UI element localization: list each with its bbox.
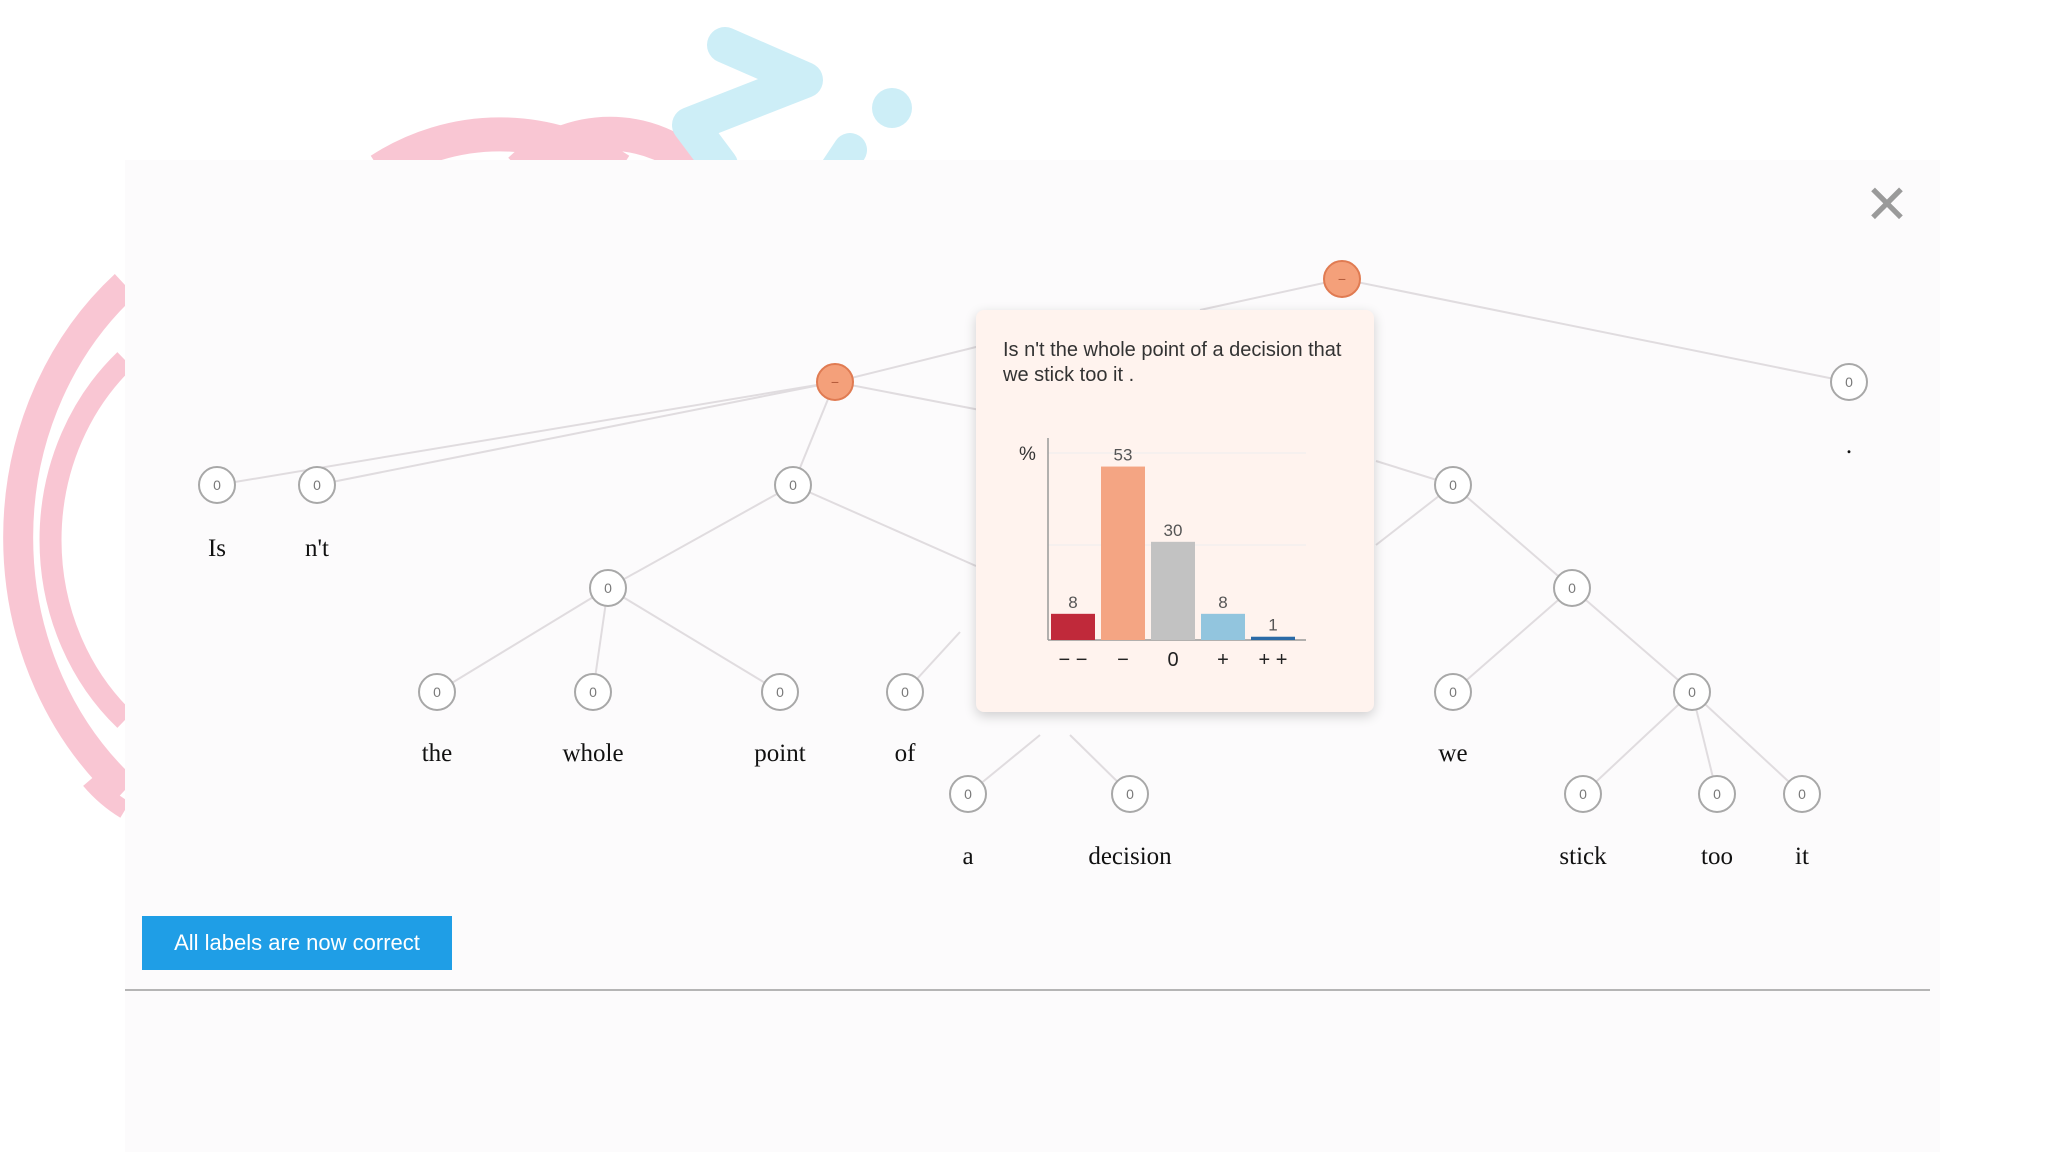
bar-2 — [1151, 541, 1195, 640]
svg-text:0: 0 — [1449, 684, 1457, 700]
svg-text:0: 0 — [313, 477, 321, 493]
svg-text:0: 0 — [1713, 786, 1721, 802]
svg-text:0: 0 — [1449, 477, 1457, 493]
leaf-node-is[interactable]: 0 — [198, 466, 236, 504]
svg-text:0: 0 — [964, 786, 972, 802]
phrase-node-stick-too-it[interactable]: 0 — [1553, 569, 1591, 607]
bar-1 — [1101, 466, 1145, 640]
word-nt: n't — [305, 535, 329, 562]
word-it: it — [1795, 843, 1809, 870]
svg-text:0: 0 — [789, 477, 797, 493]
word-the: the — [422, 740, 453, 767]
divider — [125, 989, 1930, 991]
word-too: too — [1701, 843, 1733, 870]
leaf-node-a[interactable]: 0 — [949, 775, 987, 813]
leaf-node-nt[interactable]: 0 — [298, 466, 336, 504]
sentiment-distribution-chart: % 8 − − 53 − 30 0 8 +1 + + — [1019, 438, 1306, 671]
leaf-node-the[interactable]: 0 — [418, 673, 456, 711]
phrase-node-isnt-the-whole-point[interactable]: − — [816, 363, 854, 401]
word-we: we — [1438, 740, 1467, 767]
leaf-node-it[interactable]: 0 — [1783, 775, 1821, 813]
leaf-node-we[interactable]: 0 — [1434, 673, 1472, 711]
category-label: + + — [1259, 649, 1288, 671]
category-label: − — [1117, 649, 1129, 671]
leaf-node-stick[interactable]: 0 — [1564, 775, 1602, 813]
chart-bars: 8 − − 53 − 30 0 8 +1 + + — [1051, 446, 1295, 671]
leaf-node-period[interactable]: 0 — [1830, 363, 1868, 401]
phrase-node-too-it[interactable]: 0 — [1673, 673, 1711, 711]
word-period: . — [1846, 432, 1852, 459]
bar-3 — [1201, 613, 1245, 640]
svg-text:0: 0 — [901, 684, 909, 700]
word-of: of — [895, 740, 917, 767]
svg-text:0: 0 — [1568, 580, 1576, 596]
y-axis-label: % — [1019, 444, 1036, 465]
word-a: a — [962, 843, 973, 870]
svg-text:−: − — [831, 374, 839, 390]
bar-value-label: 30 — [1164, 521, 1183, 540]
node-tooltip: Is n't the whole point of a decision tha… — [976, 310, 1374, 712]
phrase-node-the-whole-point[interactable]: 0 — [589, 569, 627, 607]
bar-value-label: 1 — [1268, 616, 1277, 635]
svg-text:0: 0 — [604, 580, 612, 596]
svg-text:0: 0 — [1688, 684, 1696, 700]
close-icon[interactable]: ✕ — [1864, 173, 1910, 236]
word-stick: stick — [1559, 843, 1607, 870]
svg-text:0: 0 — [1126, 786, 1134, 802]
bar-value-label: 8 — [1218, 593, 1227, 612]
word-is: Is — [208, 535, 226, 562]
leaf-node-point[interactable]: 0 — [761, 673, 799, 711]
svg-text:0: 0 — [776, 684, 784, 700]
word-point: point — [754, 740, 805, 767]
bar-value-label: 53 — [1114, 446, 1133, 465]
svg-text:0: 0 — [1798, 786, 1806, 802]
category-label: − − — [1059, 649, 1088, 671]
leaf-node-whole[interactable]: 0 — [574, 673, 612, 711]
root-node[interactable]: − — [1323, 260, 1361, 298]
bar-0 — [1051, 613, 1095, 640]
word-decision: decision — [1088, 843, 1172, 870]
bar-value-label: 8 — [1068, 593, 1077, 612]
bar-4 — [1251, 636, 1295, 640]
svg-text:−: − — [1338, 271, 1346, 287]
leaf-node-too[interactable]: 0 — [1698, 775, 1736, 813]
svg-text:0: 0 — [1579, 786, 1587, 802]
svg-text:0: 0 — [433, 684, 441, 700]
word-whole: whole — [562, 740, 623, 767]
category-label: + — [1217, 649, 1229, 671]
leaf-node-decision[interactable]: 0 — [1111, 775, 1149, 813]
phrase-node-the-whole-point-of[interactable]: 0 — [774, 466, 812, 504]
category-label: 0 — [1167, 649, 1178, 671]
svg-text:0: 0 — [1845, 374, 1853, 390]
phrase-node-we-stick-too-it[interactable]: 0 — [1434, 466, 1472, 504]
svg-text:0: 0 — [213, 477, 221, 493]
tooltip-phrase: Is n't the whole point of a decision tha… — [1003, 339, 1342, 386]
leaf-node-of[interactable]: 0 — [886, 673, 924, 711]
all-labels-correct-button[interactable]: All labels are now correct — [142, 916, 452, 970]
svg-text:0: 0 — [589, 684, 597, 700]
